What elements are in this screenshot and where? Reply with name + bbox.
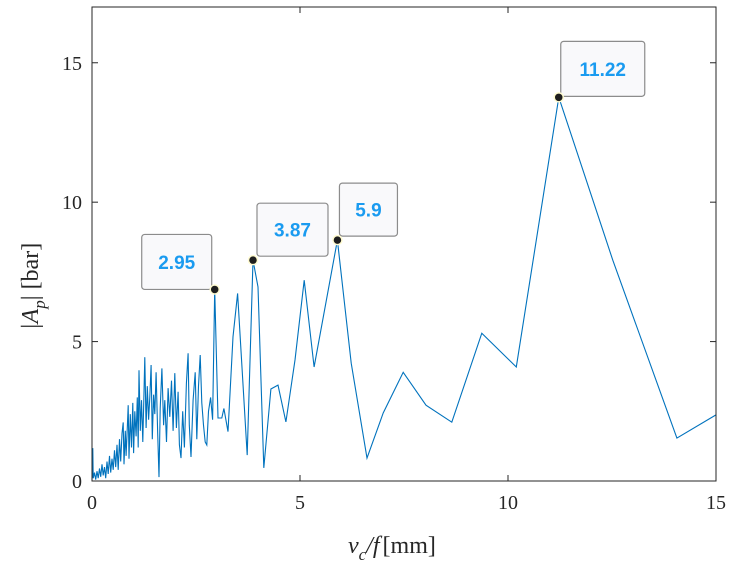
datatip-box — [256, 202, 329, 257]
y-tick-label: 5 — [72, 332, 82, 354]
y-tick-label: 15 — [62, 53, 82, 75]
datatip-box — [338, 182, 399, 237]
x-tick-label: 0 — [87, 492, 97, 514]
y-tick-label: 10 — [62, 192, 82, 214]
x-axis-label: vc/f [mm] — [348, 533, 436, 564]
x-tick-label: 10 — [498, 492, 518, 514]
axes-frame — [91, 6, 717, 482]
datatip-marker[interactable] — [247, 254, 259, 266]
datatip-label: 11.22 — [580, 60, 627, 81]
datatip[interactable]: 2.95 — [141, 233, 220, 295]
datatip-marker[interactable] — [209, 284, 220, 295]
datatip[interactable]: 11.22 — [553, 40, 646, 103]
datatip-box — [141, 233, 213, 291]
x-tick-label: 5 — [295, 492, 305, 514]
datatip-label: 3.87 — [274, 221, 311, 242]
datatip-marker[interactable] — [553, 92, 565, 103]
datatip-marker[interactable] — [332, 234, 343, 246]
datatip-box — [560, 40, 646, 97]
y-axis-label: |Ap| [bar] — [18, 243, 49, 330]
datatip[interactable]: 5.9 — [332, 182, 399, 246]
y-tick-label: 0 — [72, 471, 82, 493]
datatip[interactable]: 3.87 — [247, 202, 329, 266]
datatip-label: 5.9 — [355, 201, 381, 222]
spectrum-line — [91, 97, 717, 480]
datatip-label: 2.95 — [158, 253, 195, 274]
x-tick-label: 15 — [706, 492, 726, 514]
